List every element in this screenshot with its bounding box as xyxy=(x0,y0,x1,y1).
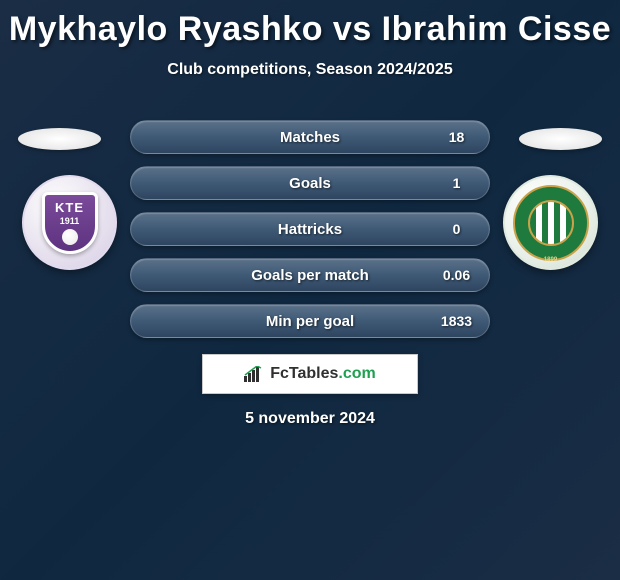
team-logo-right: 1899 xyxy=(503,175,598,270)
date-label: 5 november 2024 xyxy=(0,410,620,428)
stats-table: Matches 18 Goals 1 Hattricks 0 Goals per… xyxy=(130,120,490,350)
ftc-stripes-icon xyxy=(528,200,574,246)
stat-right-value: 1833 xyxy=(424,313,489,329)
ftc-badge: 1899 xyxy=(513,185,589,261)
table-row: Matches 18 xyxy=(130,120,490,154)
team-logo-left: KTE 1911 xyxy=(22,175,117,270)
table-row: Hattricks 0 xyxy=(130,212,490,246)
subtitle: Club competitions, Season 2024/2025 xyxy=(0,61,620,79)
brand-name: FcTables.com xyxy=(270,365,376,383)
stat-label: Goals per match xyxy=(196,267,424,284)
ftc-year: 1899 xyxy=(544,257,557,263)
bar-chart-icon xyxy=(244,366,264,382)
player-chip-left xyxy=(18,128,101,150)
comparison-card: Mykhaylo Ryashko vs Ibrahim Cisse Club c… xyxy=(0,0,620,580)
brand-text: FcTables xyxy=(270,365,338,382)
stat-right-value: 1 xyxy=(424,175,489,191)
table-row: Min per goal 1833 xyxy=(130,304,490,338)
stat-right-value: 18 xyxy=(424,129,489,145)
player-chip-right xyxy=(519,128,602,150)
ball-icon xyxy=(62,229,78,245)
kte-badge: KTE 1911 xyxy=(24,177,115,268)
stat-label: Goals xyxy=(196,175,424,192)
brand-badge[interactable]: FcTables.com xyxy=(202,354,418,394)
stat-label: Min per goal xyxy=(196,313,424,330)
shield-icon: KTE 1911 xyxy=(42,192,98,254)
stat-right-value: 0 xyxy=(424,221,489,237)
brand-domain: .com xyxy=(338,365,375,382)
shield-year: 1911 xyxy=(60,216,80,226)
stat-label: Matches xyxy=(196,129,424,146)
table-row: Goals per match 0.06 xyxy=(130,258,490,292)
table-row: Goals 1 xyxy=(130,166,490,200)
stat-right-value: 0.06 xyxy=(424,267,489,283)
page-title: Mykhaylo Ryashko vs Ibrahim Cisse xyxy=(0,0,620,49)
stat-label: Hattricks xyxy=(196,221,424,238)
shield-text: KTE xyxy=(55,200,84,215)
